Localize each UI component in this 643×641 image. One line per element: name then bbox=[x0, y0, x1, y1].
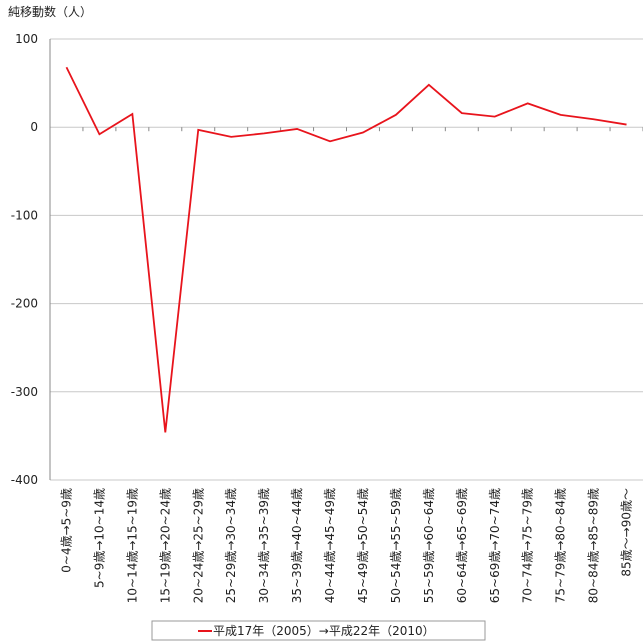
x-tick-label: 45~49歳→50~54歳 bbox=[356, 488, 370, 603]
x-tick-label: 25~29歳→30~34歳 bbox=[224, 488, 238, 603]
x-tick-label: 20~24歳→25~29歳 bbox=[191, 488, 205, 603]
x-tick-label: 85歳～→90歳～ bbox=[620, 488, 634, 577]
x-tick-label: 60~64歳→65~69歳 bbox=[455, 488, 469, 603]
y-tick-label: -400 bbox=[11, 473, 38, 487]
data-line bbox=[65, 66, 627, 433]
x-tick-label: 35~39歳→40~44歳 bbox=[290, 488, 304, 603]
x-tick-label: 70~74歳→75~79歳 bbox=[521, 488, 535, 603]
y-tick-label: -100 bbox=[11, 208, 38, 222]
y-axis-title: 純移動数（人） bbox=[8, 4, 92, 19]
x-tick-label: 5~9歳→10~14歳 bbox=[92, 488, 106, 588]
x-tick-label: 0~4歳→5~9歳 bbox=[59, 488, 73, 573]
x-tick-label: 55~59歳→60~64歳 bbox=[422, 488, 436, 603]
x-tick-label: 30~34歳→35~39歳 bbox=[257, 488, 271, 603]
x-tick-label: 10~14歳→15~19歳 bbox=[125, 488, 139, 603]
legend-label: 平成17年（2005）→平成22年（2010） bbox=[213, 624, 435, 638]
x-tick-label: 75~79歳→80~84歳 bbox=[554, 488, 568, 603]
x-tick-label: 15~19歳→20~24歳 bbox=[158, 488, 172, 603]
y-tick-label: -300 bbox=[11, 385, 38, 399]
y-tick-label: 100 bbox=[15, 32, 38, 46]
y-tick-label: 0 bbox=[30, 120, 38, 134]
x-tick-label: 65~69歳→70~74歳 bbox=[488, 488, 502, 603]
legend bbox=[151, 620, 486, 641]
x-tick-label: 40~44歳→45~49歳 bbox=[323, 488, 337, 603]
x-tick-label: 50~54歳→55~59歳 bbox=[389, 488, 403, 603]
x-tick-label: 80~84歳→85~89歳 bbox=[587, 488, 601, 603]
y-tick-label: -200 bbox=[11, 297, 38, 311]
